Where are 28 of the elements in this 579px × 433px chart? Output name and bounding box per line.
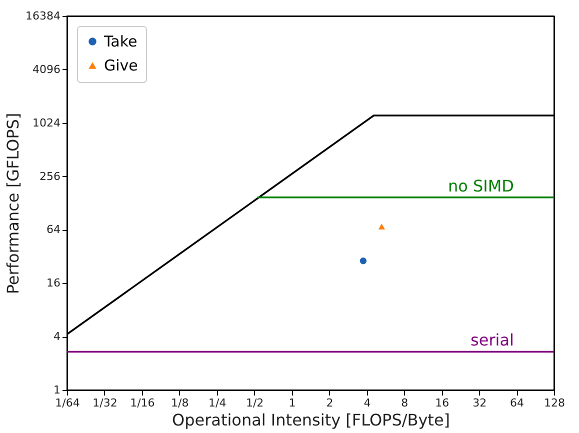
x-tick-label: 1/8 [171,396,189,410]
legend-label: Take [103,32,138,50]
x-tick-label: 1/32 [92,396,118,410]
series-label: no SIMD [448,176,514,196]
y-tick-label: 4096 [32,62,60,76]
x-tick-label: 4 [364,396,371,410]
y-tick-label: 1 [54,384,60,396]
legend-label: Give [104,56,138,74]
x-tick-label: 128 [544,396,565,410]
x-tick-label: 1/4 [208,396,226,410]
y-tick-label: 64 [46,223,60,236]
y-tick-label: 1024 [32,116,60,130]
y-axis-title: Performance [GFLOPS] [4,112,23,294]
x-axis-title: Operational Intensity [FLOPS/Byte] [172,410,450,430]
x-tick-label: 32 [472,396,487,410]
x-tick-label: 2 [326,396,334,410]
series-label: serial [470,330,514,350]
x-tick-label: 1/2 [246,396,264,410]
x-tick-label: 16 [435,396,450,410]
x-tick-label: 1 [288,396,296,410]
y-tick-label: 16 [46,276,60,290]
y-tick-label: 256 [40,170,60,183]
x-tick-label: 1/64 [55,396,80,410]
x-tick-label: 64 [510,396,524,410]
y-tick-label: 4 [54,330,60,344]
x-tick-label: 1/16 [130,396,155,410]
y-tick-label: 16384 [26,10,60,22]
x-tick-label: 8 [401,396,408,410]
